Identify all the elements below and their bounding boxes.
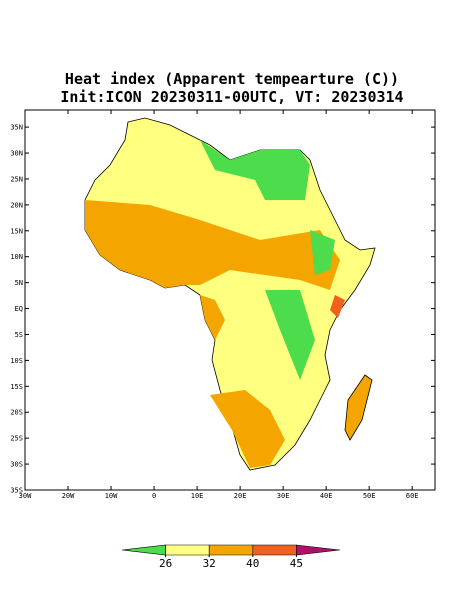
colorbar-segment [121, 544, 166, 556]
y-tick-label: 35N [10, 124, 23, 132]
x-tick-label: 10W [105, 492, 118, 500]
x-tick-label: 30E [277, 492, 290, 500]
north-green-region [200, 140, 310, 200]
y-tick-label: 25S [10, 435, 23, 443]
colorbar-label: 40 [246, 557, 259, 570]
colorbar-label: 32 [203, 557, 216, 570]
y-tick-label: 35S [10, 487, 23, 495]
x-tick-label: 30W [19, 492, 32, 500]
hot-spot [330, 295, 345, 318]
west-coast-orange [200, 295, 225, 340]
y-tick-label: 25N [10, 175, 23, 183]
y-tick-label: 5N [15, 279, 23, 287]
x-tick-label: 20E [234, 492, 247, 500]
y-tick-label: 10N [10, 253, 23, 261]
east-green-region [310, 230, 335, 275]
map-area [24, 109, 436, 491]
y-tick-label: 5S [15, 331, 23, 339]
colorbar-segment [252, 544, 297, 556]
y-tick-label: 15N [10, 227, 23, 235]
y-tick-label: 15S [10, 383, 23, 391]
x-tick-label: 0 [152, 492, 156, 500]
y-tick-label: 30N [10, 150, 23, 158]
colorbar-segment [296, 544, 341, 556]
axis-ticks: 30W 20W 10W 0 10E 20E 30E 40E 50E 60E 35N 30N 25N 20N… [10, 110, 435, 500]
y-tick-label: 10S [10, 357, 23, 365]
x-tick-label: 20W [62, 492, 75, 500]
central-green-region [265, 290, 315, 380]
south-orange-region [210, 390, 285, 468]
colorbar-segment [208, 544, 254, 556]
colorbar-label: 26 [159, 557, 172, 570]
map-frame [24, 109, 436, 491]
y-tick-label: EQ [15, 305, 23, 313]
y-tick-label: 30S [10, 461, 23, 469]
colorbar-segment [165, 544, 210, 556]
madagascar [344, 374, 373, 441]
subtitle: Init:ICON 20230311-00UTC, VT: 20230314 [60, 88, 403, 106]
x-tick-label: 10E [191, 492, 204, 500]
colorbar-label: 45 [290, 557, 303, 570]
y-tick-label: 20S [10, 409, 23, 417]
title: Heat index (Apparent tempearture (C)) [65, 70, 399, 88]
x-tick-label: 60E [406, 492, 419, 500]
y-tick-label: 20N [10, 201, 23, 209]
sahel-orange-region [85, 200, 340, 290]
x-tick-label: 40E [320, 492, 333, 500]
colorbar: 26 32 40 45 [121, 544, 341, 570]
x-tick-label: 50E [363, 492, 376, 500]
